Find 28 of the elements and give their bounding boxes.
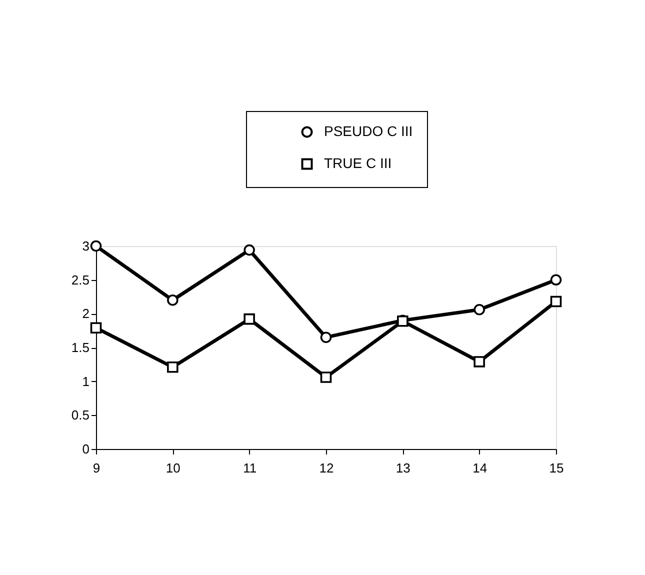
x-tick-label: 15 (549, 460, 564, 476)
point (90, 240, 102, 252)
x-tick-label: 14 (472, 460, 488, 476)
y-tick-label: 0.5 (71, 408, 90, 423)
x-tick-label: 11 (243, 460, 257, 476)
y-tick-label: 2 (82, 306, 90, 322)
point (90, 322, 102, 334)
point (244, 313, 255, 325)
point (167, 294, 178, 306)
x-tick-label: 9 (92, 460, 100, 476)
point (320, 332, 332, 343)
y-tick-label: 1.5 (71, 340, 90, 355)
y-tick-label: 0 (82, 442, 90, 456)
point (320, 372, 332, 383)
point (474, 356, 485, 368)
point (244, 244, 255, 256)
legend-label: TRUE C III (324, 155, 392, 171)
y-tick-label: 1 (82, 374, 90, 389)
legend-label: PSEUDO C III (324, 123, 413, 139)
point (167, 361, 178, 373)
x-tick-label: 12 (319, 460, 334, 476)
x-tick-label: 10 (166, 460, 180, 476)
point (550, 296, 562, 308)
point (550, 274, 562, 286)
x-tick-label: 13 (396, 460, 410, 476)
point (474, 304, 485, 316)
y-tick-label: 3 (82, 238, 90, 254)
y-tick-label: 2.5 (71, 272, 90, 288)
